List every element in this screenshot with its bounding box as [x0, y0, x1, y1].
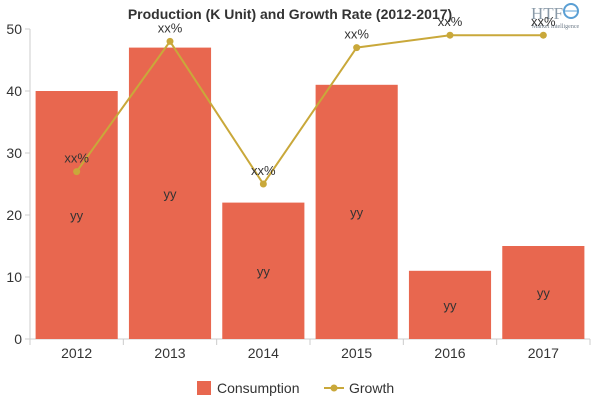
x-tick-label: 2012 [61, 345, 92, 361]
x-tick-label: 2015 [341, 345, 372, 361]
legend-marker-growth [330, 384, 338, 392]
growth-line [75, 34, 544, 186]
chart-title: Production (K Unit) and Growth Rate (201… [128, 6, 452, 22]
growth-point [353, 44, 361, 52]
legend-swatch-consumption [197, 381, 211, 395]
bar [502, 246, 585, 339]
bar-labels: yy yy yy yy yy yy [70, 186, 550, 313]
growth-point [166, 37, 174, 45]
logo-brand: HTF [531, 4, 563, 23]
bar-data-label: yy [257, 264, 271, 279]
y-tick-label: 20 [6, 207, 22, 223]
x-axis: 2012 2013 2014 2015 2016 2017 [29, 338, 591, 361]
bar [128, 47, 212, 339]
bar-data-label: yy [444, 298, 458, 313]
y-tick-label: 10 [6, 269, 22, 285]
growth-point [73, 168, 81, 176]
growth-point [259, 180, 267, 188]
bar-data-label: yy [537, 286, 551, 301]
bar [315, 84, 398, 339]
bar [408, 270, 492, 339]
growth-data-label: xx% [158, 20, 183, 35]
growth-data-label: xx% [438, 14, 463, 29]
logo-tagline: Market Intelligence [532, 24, 579, 30]
legend: Consumption Growth [197, 380, 394, 396]
legend-label-consumption: Consumption [217, 380, 300, 396]
bar-series [35, 47, 585, 339]
growth-point [539, 31, 547, 39]
y-tick-label: 30 [6, 145, 22, 161]
bar-data-label: yy [350, 205, 364, 220]
legend-label-growth: Growth [349, 380, 394, 396]
line-labels: xx% xx% xx% xx% xx% xx% [64, 14, 556, 178]
htf-logo: HTF Market Intelligence [531, 3, 579, 30]
growth-data-label: xx% [344, 27, 369, 42]
growth-data-label: xx% [251, 163, 276, 178]
x-tick-label: 2017 [528, 345, 559, 361]
bar-data-label: yy [164, 186, 178, 201]
growth-data-label: xx% [64, 151, 89, 166]
y-tick-label: 0 [14, 331, 22, 347]
y-axis: 0 10 20 30 40 50 [6, 21, 31, 347]
x-tick-label: 2014 [248, 345, 279, 361]
bar [222, 202, 305, 339]
line-series [73, 31, 547, 188]
y-tick-label: 40 [6, 83, 22, 99]
x-tick-label: 2016 [434, 345, 465, 361]
y-tick-label: 50 [6, 21, 22, 37]
growth-data-label: xx% [531, 14, 556, 29]
x-tick-label: 2013 [154, 345, 185, 361]
growth-point [446, 31, 454, 39]
bar-data-label: yy [70, 208, 84, 223]
